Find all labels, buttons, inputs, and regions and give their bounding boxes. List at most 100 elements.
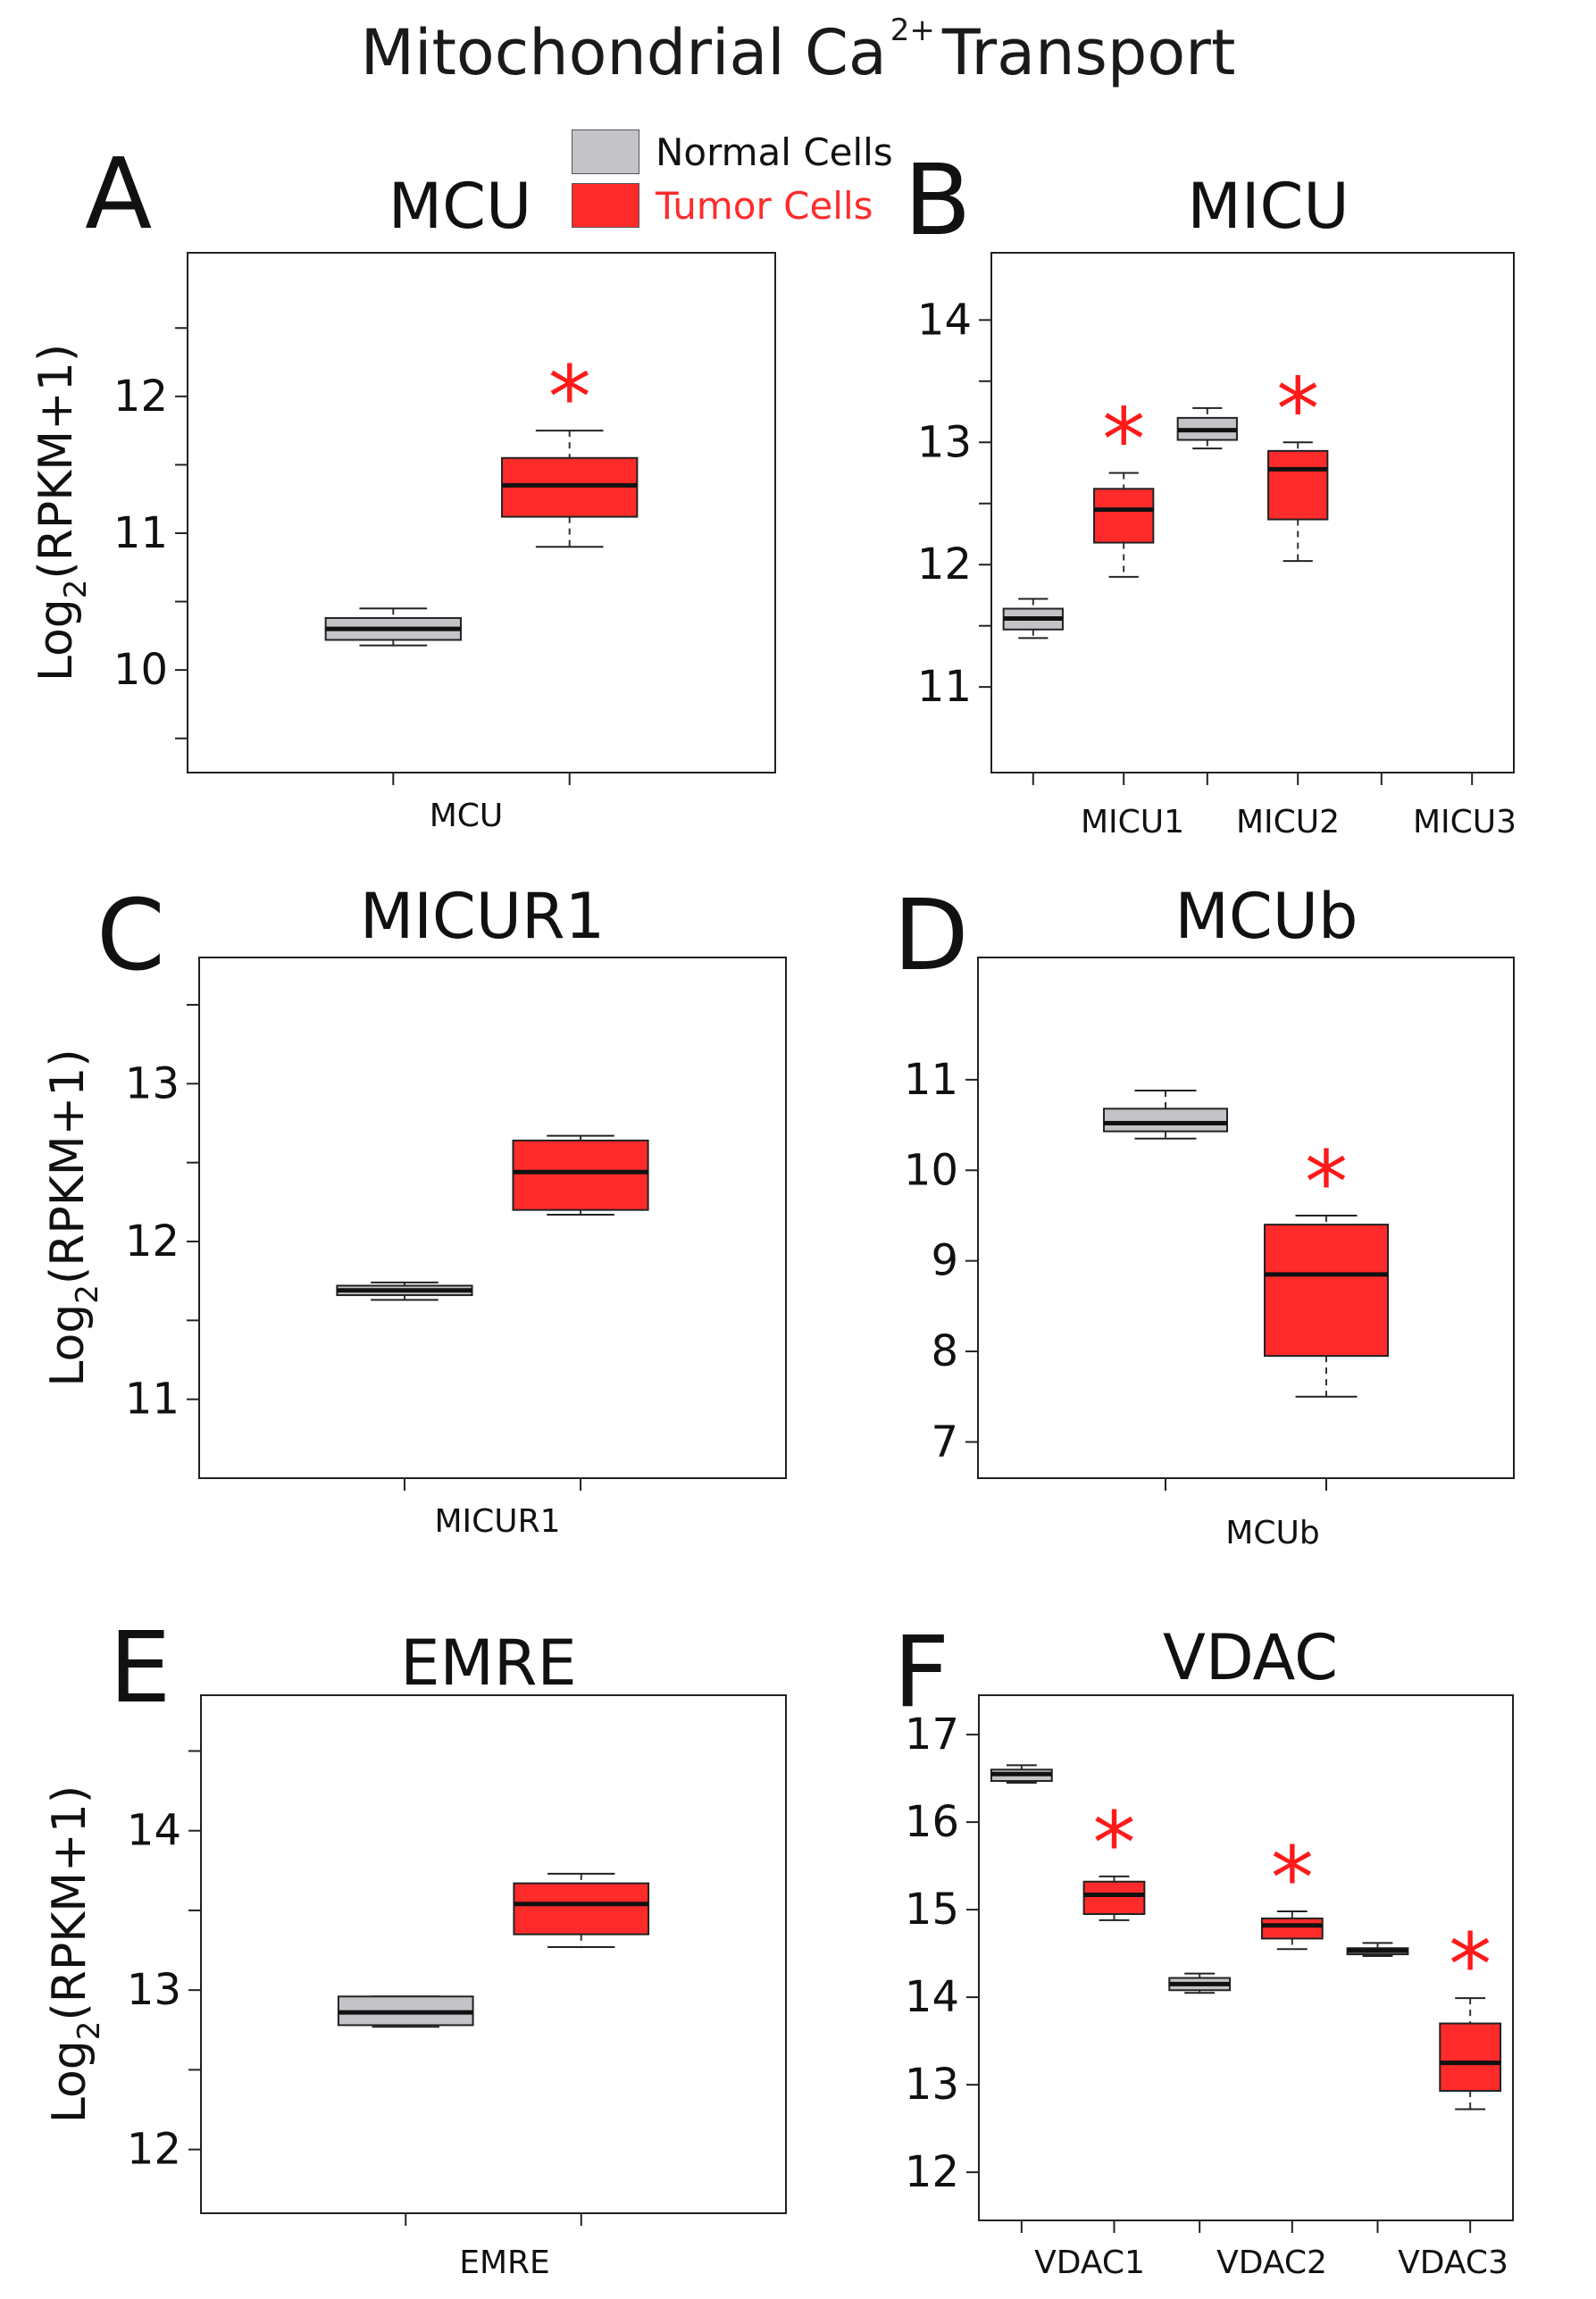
box-tumor-mcu: * bbox=[501, 347, 639, 548]
plot-frame bbox=[990, 252, 1515, 773]
box-tumor-emre bbox=[513, 1872, 650, 1948]
y-tick-label: 8 bbox=[931, 1326, 958, 1376]
panel-title: MICU bbox=[1187, 170, 1349, 243]
y-axis-label-base: Log bbox=[29, 598, 83, 681]
panel-letter: B bbox=[904, 143, 971, 257]
panel-a: A MCU 10 11 12 Log2(RPKM+1) MCU * bbox=[29, 137, 776, 834]
panel-letter: C bbox=[96, 878, 165, 992]
plot-frame bbox=[187, 252, 776, 773]
panel-title: MCU bbox=[389, 170, 532, 243]
y-axis-label-rest: (RPKM+1) bbox=[43, 1785, 96, 2021]
y-tick-label: 12 bbox=[113, 372, 168, 422]
panel-title: MCUb bbox=[1175, 880, 1358, 953]
x-category-label: MICU1 bbox=[1081, 804, 1184, 840]
legend: Normal Cells Tumor Cells bbox=[572, 125, 893, 232]
panel-letter: E bbox=[109, 1610, 171, 1725]
x-category-label: MCU bbox=[430, 798, 504, 834]
legend-label-normal: Normal Cells bbox=[656, 130, 893, 174]
box-normal-vdac2 bbox=[1168, 1972, 1232, 1994]
figure-title-main: Mitochondrial Ca bbox=[360, 16, 887, 89]
y-tick-label: 13 bbox=[905, 2060, 959, 2110]
significance-star: * bbox=[1449, 1915, 1492, 2015]
box-tumor-vdac1: * bbox=[1082, 1793, 1146, 1921]
figure-title-superscript: 2+ bbox=[890, 13, 935, 48]
box-tumor-vdac3: * bbox=[1439, 1915, 1502, 2111]
plot-frame bbox=[198, 957, 787, 1479]
y-tick-label: 13 bbox=[125, 1058, 180, 1108]
y-tick-label: 14 bbox=[127, 1806, 181, 1856]
panel-title: VDAC bbox=[1163, 1621, 1338, 1694]
y-tick-label: 12 bbox=[917, 539, 972, 589]
y-tick-label: 11 bbox=[904, 1055, 958, 1105]
legend-item-tumor: Tumor Cells bbox=[572, 179, 893, 232]
y-tick-label: 13 bbox=[127, 1965, 181, 2015]
x-category-label: VDAC2 bbox=[1216, 2245, 1327, 2281]
y-tick-label: 12 bbox=[905, 2147, 959, 2197]
y-axis-label: Log2(RPKM+1) bbox=[41, 1049, 105, 1386]
significance-star: * bbox=[1276, 359, 1319, 459]
x-category-label: MICU3 bbox=[1413, 804, 1517, 840]
y-axis-label-subscript: 2 bbox=[58, 580, 94, 599]
box-tumor-micu1: * bbox=[1093, 389, 1155, 578]
box-tumor-micu2: * bbox=[1267, 359, 1329, 563]
y-tick-label: 13 bbox=[917, 417, 972, 467]
legend-swatch-tumor bbox=[572, 183, 639, 228]
y-tick-label: 11 bbox=[125, 1375, 180, 1425]
panel-c: C MICUR1 11 12 13 Log2(RPKM+1) MICUR1 bbox=[41, 878, 787, 1540]
significance-star: * bbox=[1305, 1133, 1348, 1233]
y-axis-label-subscript: 2 bbox=[71, 2021, 107, 2041]
box-body bbox=[1439, 2022, 1502, 2092]
panel-letter: D bbox=[893, 878, 969, 992]
y-tick-label: 9 bbox=[931, 1236, 958, 1286]
y-tick-label: 11 bbox=[917, 662, 972, 712]
box-body bbox=[1082, 1880, 1146, 1915]
box-body bbox=[1264, 1224, 1389, 1358]
box-normal-micu2 bbox=[1176, 406, 1238, 450]
panel-title: MICUR1 bbox=[360, 880, 605, 953]
y-axis-label-rest: (RPKM+1) bbox=[41, 1049, 95, 1284]
y-axis-label: Log2(RPKM+1) bbox=[43, 1785, 107, 2123]
panel-letter: F bbox=[893, 1615, 949, 1729]
box-normal-emre bbox=[337, 1995, 474, 2028]
box-normal-micu1 bbox=[1002, 598, 1064, 640]
plot-frame bbox=[977, 957, 1515, 1479]
box-body bbox=[512, 1139, 649, 1211]
significance-star: * bbox=[1271, 1828, 1314, 1928]
legend-item-normal: Normal Cells bbox=[572, 125, 893, 179]
box-normal-vdac3 bbox=[1346, 1942, 1409, 1958]
y-axis-label-base: Log bbox=[41, 1304, 95, 1387]
x-category-label: MICU2 bbox=[1236, 804, 1340, 840]
box-tumor-micur1 bbox=[512, 1134, 649, 1216]
y-tick-label: 17 bbox=[905, 1710, 959, 1760]
panel-f: F VDAC 12 13 14 15 16 17 VDAC1 VDAC2 VDAC3 * * * bbox=[893, 1615, 1514, 2281]
box-tumor-mcub: * bbox=[1264, 1133, 1389, 1398]
figure-title: Mitochondrial Ca 2+ Transport bbox=[0, 13, 1596, 89]
box-tumor-vdac2: * bbox=[1260, 1828, 1324, 1951]
plot-frame bbox=[978, 1694, 1514, 2221]
plot-frame bbox=[200, 1694, 787, 2214]
x-category-label: EMRE bbox=[459, 2245, 550, 2281]
box-normal-mcub bbox=[1103, 1090, 1228, 1140]
panel-title: EMRE bbox=[400, 1626, 577, 1700]
y-tick-label: 12 bbox=[125, 1216, 180, 1267]
y-axis-label-rest: (RPKM+1) bbox=[29, 344, 83, 580]
y-axis-label: Log2(RPKM+1) bbox=[29, 344, 94, 681]
y-axis-label-base: Log bbox=[43, 2040, 96, 2123]
x-category-label: VDAC1 bbox=[1034, 2245, 1145, 2281]
x-category-label: MCUb bbox=[1225, 1515, 1319, 1551]
y-tick-label: 10 bbox=[904, 1145, 958, 1195]
y-axis-label-subscript: 2 bbox=[70, 1284, 105, 1304]
panel-e: E EMRE 12 13 14 Log2(RPKM+1) EMRE bbox=[43, 1610, 787, 2281]
significance-star: * bbox=[548, 347, 591, 447]
x-category-label: VDAC3 bbox=[1398, 2245, 1508, 2281]
significance-star: * bbox=[1092, 1793, 1135, 1894]
legend-label-tumor: Tumor Cells bbox=[656, 183, 873, 228]
y-tick-label: 14 bbox=[917, 295, 972, 345]
legend-swatch-normal bbox=[572, 130, 639, 174]
panel-letter: A bbox=[85, 137, 152, 251]
y-tick-label: 10 bbox=[113, 645, 168, 695]
box-body bbox=[1093, 488, 1155, 544]
y-tick-label: 14 bbox=[905, 1972, 959, 2022]
y-tick-label: 12 bbox=[127, 2125, 181, 2175]
box-body bbox=[513, 1882, 650, 1935]
